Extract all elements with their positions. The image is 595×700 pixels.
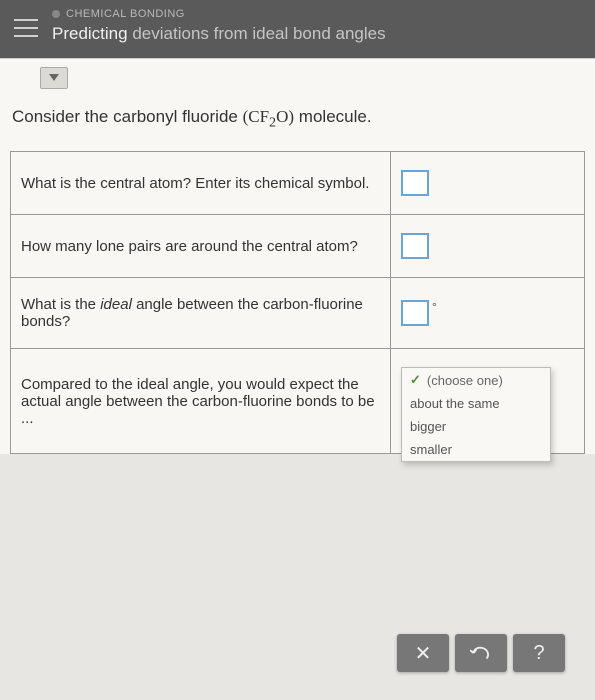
answer-3-input[interactable]	[401, 300, 429, 326]
formula-main: CF	[248, 107, 269, 126]
dropdown-menu: ✓ (choose one) about the same bigger sma…	[401, 367, 551, 462]
answer-2-cell	[391, 215, 585, 278]
question-1: What is the central atom? Enter its chem…	[11, 152, 391, 215]
table-row: What is the central atom? Enter its chem…	[11, 152, 585, 215]
formula-tail: O	[276, 107, 288, 126]
title-strong: Predicting	[52, 24, 128, 43]
clear-button[interactable]: ✕	[397, 634, 449, 672]
question-3: What is the ideal angle between the carb…	[11, 278, 391, 349]
x-icon: ✕	[415, 641, 432, 666]
answer-1-cell	[391, 152, 585, 215]
action-bar: ✕ ?	[397, 634, 565, 672]
question-2: How many lone pairs are around the centr…	[11, 215, 391, 278]
app-header: CHEMICAL BONDING Predicting deviations f…	[0, 0, 595, 58]
tool-dropdown[interactable]	[40, 67, 68, 89]
chemical-formula: (CF2O)	[243, 107, 295, 126]
dropdown-option-bigger[interactable]: bigger	[402, 415, 550, 438]
degree-symbol: °	[432, 300, 437, 314]
prompt-text: Consider the carbonyl fluoride (CF2O) mo…	[10, 101, 585, 151]
dropdown-placeholder[interactable]: ✓ (choose one)	[402, 368, 550, 392]
q3-part-a: What is the	[21, 296, 100, 313]
category-dot-icon	[52, 10, 60, 18]
category-text: CHEMICAL BONDING	[66, 8, 185, 20]
answer-4-cell: ✓ (choose one) about the same bigger sma…	[391, 349, 585, 454]
answer-4-dropdown[interactable]: ✓ (choose one) about the same bigger sma…	[401, 367, 574, 435]
q3-italic: ideal	[100, 296, 132, 313]
table-row: How many lone pairs are around the centr…	[11, 215, 585, 278]
help-button[interactable]: ?	[513, 634, 565, 672]
title-rest: deviations from ideal bond angles	[132, 24, 385, 43]
answer-3-cell: °	[391, 278, 585, 349]
page-title: Predicting deviations from ideal bond an…	[52, 24, 581, 44]
menu-icon[interactable]	[14, 16, 38, 40]
toolbar	[10, 59, 585, 101]
header-text: CHEMICAL BONDING Predicting deviations f…	[52, 8, 581, 44]
answer-2-input[interactable]	[401, 233, 429, 259]
question-4: Compared to the ideal angle, you would e…	[11, 349, 391, 454]
content-area: Consider the carbonyl fluoride (CF2O) mo…	[0, 58, 595, 454]
check-icon: ✓	[410, 372, 421, 388]
table-row: Compared to the ideal angle, you would e…	[11, 349, 585, 454]
undo-button[interactable]	[455, 634, 507, 672]
help-icon: ?	[533, 642, 544, 665]
placeholder-text: (choose one)	[427, 373, 503, 388]
table-row: What is the ideal angle between the carb…	[11, 278, 585, 349]
question-table: What is the central atom? Enter its chem…	[10, 151, 585, 454]
prompt-lead: Consider the carbonyl fluoride	[12, 107, 243, 126]
category-label: CHEMICAL BONDING	[52, 8, 581, 20]
answer-1-input[interactable]	[401, 170, 429, 196]
dropdown-option-same[interactable]: about the same	[402, 392, 550, 415]
prompt-trail: molecule.	[294, 107, 371, 126]
undo-icon	[470, 644, 492, 662]
dropdown-option-smaller[interactable]: smaller	[402, 438, 550, 461]
